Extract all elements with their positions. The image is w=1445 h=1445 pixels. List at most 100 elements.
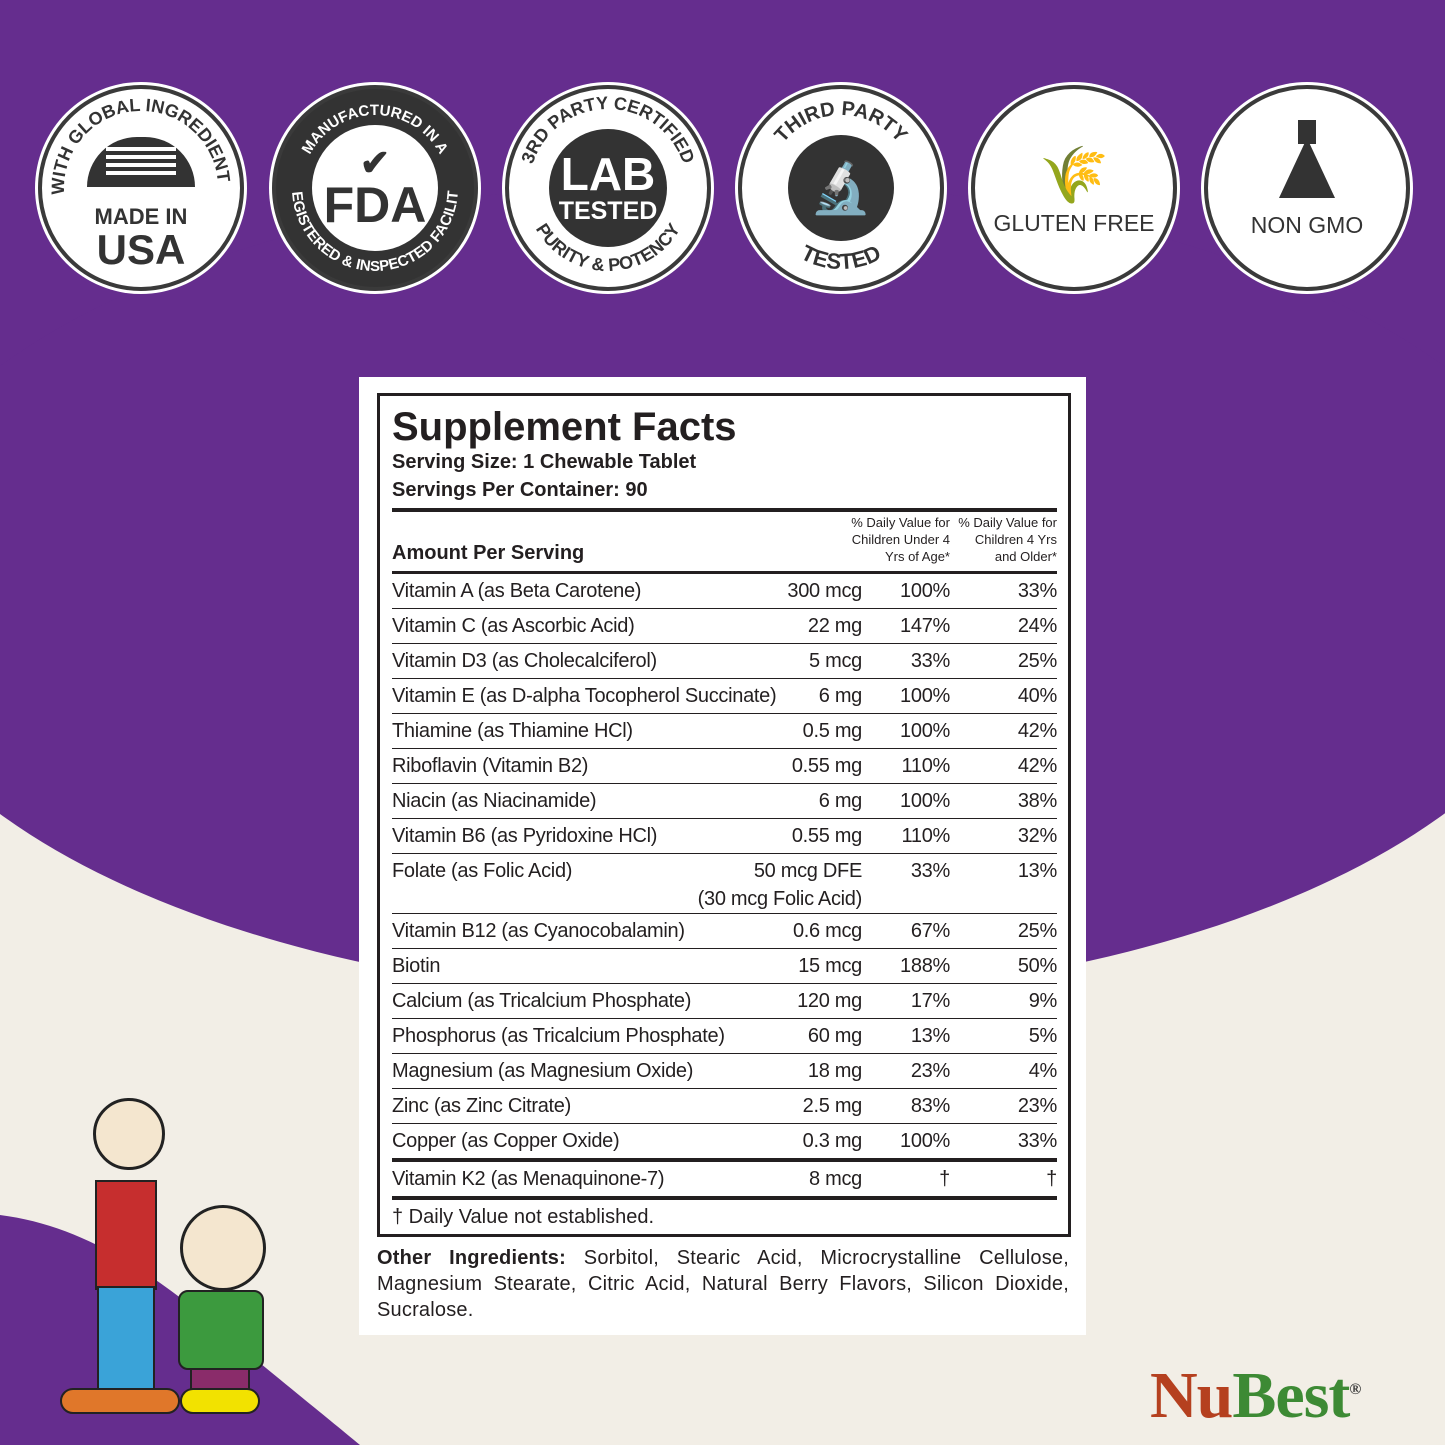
nutrient-name: Copper (as Copper Oxide) xyxy=(392,1130,620,1152)
badge-text: MADE IN xyxy=(94,204,188,229)
nutrient-name: Vitamin A (as Beta Carotene) xyxy=(392,580,642,602)
facts-box: Supplement Facts Serving Size: 1 Chewabl… xyxy=(377,393,1071,1237)
table-row: Zinc (as Zinc Citrate) 2.5 mg 83% 23% xyxy=(392,1089,1057,1124)
nutrient-name: Thiamine (as Thiamine HCl) xyxy=(392,720,633,742)
table-row: Copper (as Copper Oxide) 0.3 mg 100% 33% xyxy=(392,1124,1057,1159)
amount: 5 mcg xyxy=(801,644,862,678)
registered-mark: ® xyxy=(1349,1381,1361,1398)
amount: 8 mcg xyxy=(809,1168,862,1190)
amount-value: 0.6 mcg xyxy=(792,920,862,942)
dv-4plus: 5% xyxy=(1028,1025,1058,1047)
table-row: Magnesium (as Magnesium Oxide) 18 mg 23% 4% xyxy=(392,1054,1057,1089)
table-row: Vitamin E (as D-alpha Tocopherol Succina… xyxy=(392,679,1057,714)
table-row: Niacin (as Niacinamide) 6 mg 100% 38% xyxy=(392,784,1057,819)
servings-per-container: Servings Per Container: 90 xyxy=(392,479,648,501)
dv-4plus: 32% xyxy=(1017,825,1057,847)
serving-size: Serving Size: 1 Chewable Tablet xyxy=(392,451,697,473)
amount: 22 mg xyxy=(800,609,862,643)
table-row: Vitamin A (as Beta Carotene) 300 mcg 100% 3… xyxy=(392,574,1057,609)
logo-part1: Nu xyxy=(1150,1359,1233,1432)
table-row-k2: Vitamin K2 (as Menaquinone-7) 8 mcg † † xyxy=(392,1159,1057,1200)
dv-4plus: † xyxy=(1046,1168,1057,1190)
supplement-facts-panel: Supplement Facts Serving Size: 1 Chewabl… xyxy=(359,377,1086,1335)
dv-4plus: 42% xyxy=(1017,720,1057,742)
dv-4plus: 9% xyxy=(1028,990,1058,1012)
amount-value: 50 mcg DFE xyxy=(753,860,862,882)
amount: 0.55 mg xyxy=(784,749,862,783)
nubest-logo: NuBest® xyxy=(1150,1358,1361,1434)
amount-value: 0.55 mg xyxy=(791,825,862,847)
badge-text: LAB xyxy=(560,148,656,200)
amount: 0.55 mg xyxy=(784,819,862,853)
badge-text: TESTED xyxy=(558,197,658,225)
table-row: Vitamin D3 (as Cholecalciferol) 5 mcg 33% 2… xyxy=(392,644,1057,679)
badge-text: GLUTEN FREE xyxy=(993,209,1155,236)
amount-value: 2.5 mg xyxy=(802,1095,863,1117)
table-row: Calcium (as Tricalcium Phosphate) 120 mg 1… xyxy=(392,984,1057,1019)
amount: 0.3 mg xyxy=(795,1124,863,1158)
badge-text: FDA xyxy=(323,177,427,233)
dv-4plus: 25% xyxy=(1017,650,1057,672)
amount-per-serving: Amount Per Serving xyxy=(392,542,585,564)
amount: 18 mg xyxy=(800,1054,862,1088)
amount: 120 mg xyxy=(789,984,862,1018)
nutrient-name: Vitamin B12 (as Cyanocobalamin) xyxy=(392,920,685,942)
svg-text:TESTED: TESTED xyxy=(797,240,884,274)
badge-made-in-usa: WITH GLOBAL INGREDIENTS MADE IN USA xyxy=(38,85,244,291)
footnote: † Daily Value not established. xyxy=(392,1206,655,1228)
other-ingredients-text: Sorbitol, Stearic Acid, Microcrystalline… xyxy=(377,1247,1069,1321)
dv-under4: 23% xyxy=(910,1060,950,1082)
nutrient-name: Calcium (as Tricalcium Phosphate) xyxy=(392,990,692,1012)
dv-under4: 110% xyxy=(901,755,951,777)
dv-4plus: 38% xyxy=(1017,790,1057,812)
nutrient-name: Niacin (as Niacinamide) xyxy=(392,790,597,812)
amount: 60 mg xyxy=(800,1019,862,1053)
table-row: Vitamin B12 (as Cyanocobalamin) 0.6 mcg 67… xyxy=(392,914,1057,949)
dv-under4: † xyxy=(939,1168,950,1190)
dv-4plus: 50% xyxy=(1017,955,1057,977)
dv-under4: 188% xyxy=(900,955,950,977)
amount: 0.6 mcg xyxy=(785,914,862,948)
dv-under4: 83% xyxy=(910,1095,950,1117)
amount-value: 0.3 mg xyxy=(802,1130,863,1152)
facts-rows: Vitamin A (as Beta Carotene) 300 mcg 100% 3… xyxy=(392,574,1057,1159)
dv-4plus: 4% xyxy=(1028,1060,1058,1082)
table-row: Folate (as Folic Acid) 50 mcg DFE (30 mcg … xyxy=(392,854,1057,914)
dv-under4: 17% xyxy=(910,990,950,1012)
nutrient-name: Biotin xyxy=(392,955,441,977)
amount-value: 6 mg xyxy=(818,790,863,812)
dv-4plus: 24% xyxy=(1017,615,1057,637)
badge-fda: MANUFACTURED IN AREGISTERED & INSPECTED … xyxy=(272,85,478,291)
nutrient-name: Phosphorus (as Tricalcium Phosphate) xyxy=(392,1025,725,1047)
checkmark-icon: ✔ xyxy=(359,142,391,183)
amount-value: 300 mcg xyxy=(787,580,862,602)
dv-under4: 13% xyxy=(910,1025,950,1047)
dv-under4: 33% xyxy=(910,860,950,882)
dv-under4: 147% xyxy=(900,615,950,637)
table-row: Thiamine (as Thiamine HCl) 0.5 mg 100% 42% xyxy=(392,714,1057,749)
amount: 6 mg xyxy=(811,679,863,713)
dv-4plus: 33% xyxy=(1017,1130,1057,1152)
amount-value: 120 mg xyxy=(797,990,862,1012)
amount: 15 mcg xyxy=(790,949,862,983)
amount-value: 0.55 mg xyxy=(791,755,862,777)
dv-4plus: 33% xyxy=(1017,580,1057,602)
amount-value: 60 mg xyxy=(807,1025,862,1047)
dv-4plus: 42% xyxy=(1017,755,1057,777)
dv-4plus: 40% xyxy=(1017,685,1057,707)
dv-4plus: 23% xyxy=(1017,1095,1057,1117)
dv-under4-header: % Daily Value for Children Under 4 Yrs o… xyxy=(851,515,950,564)
dv-4plus: 25% xyxy=(1017,920,1057,942)
badge-gluten-free: 🌾 GLUTEN FREE xyxy=(971,85,1177,291)
dv-under4: 33% xyxy=(910,650,950,672)
divider xyxy=(392,508,1057,512)
nutrient-name: Riboflavin (Vitamin B2) xyxy=(392,755,589,777)
dv-under4: 110% xyxy=(901,825,951,847)
amount-note: (30 mcg Folic Acid) xyxy=(697,888,863,910)
amount: 2.5 mg xyxy=(795,1089,863,1123)
nutrient-name: Vitamin B6 (as Pyridoxine HCl) xyxy=(392,825,658,847)
other-ingredients: Other Ingredients: Sorbitol, Stearic Aci… xyxy=(377,1245,1069,1323)
kids-illustration xyxy=(55,1080,275,1420)
table-row: Biotin 15 mcg 188% 50% xyxy=(392,949,1057,984)
logo-part2: Best xyxy=(1232,1359,1350,1432)
